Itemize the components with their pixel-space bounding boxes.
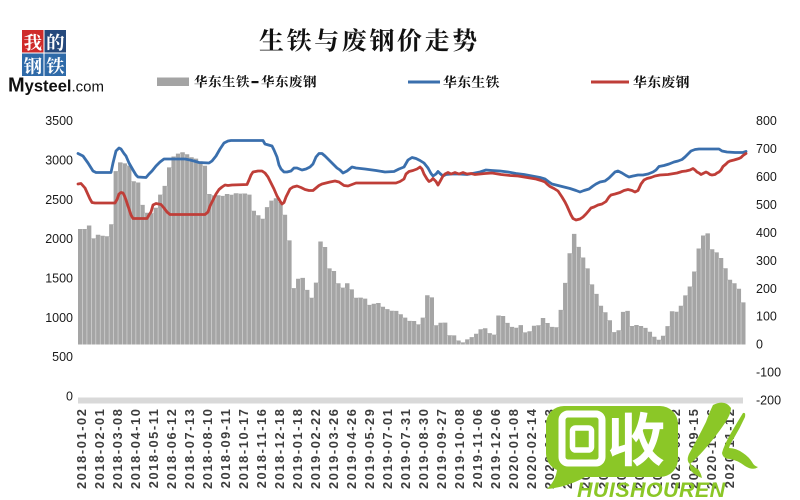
svg-text:2500: 2500: [45, 193, 73, 207]
svg-text:800: 800: [756, 114, 777, 128]
svg-text:1000: 1000: [45, 311, 73, 325]
svg-text:-200: -200: [756, 394, 781, 408]
svg-text:2018-08-10: 2018-08-10: [200, 408, 215, 489]
svg-text:2020-02-14: 2020-02-14: [524, 408, 539, 489]
svg-text:400: 400: [756, 226, 777, 240]
svg-text:500: 500: [756, 198, 777, 212]
svg-text:2018-11-16: 2018-11-16: [254, 408, 269, 489]
svg-text:2019-07-01: 2019-07-01: [380, 408, 395, 489]
svg-text:500: 500: [52, 350, 73, 364]
svg-text:2019-12-06: 2019-12-06: [488, 408, 503, 489]
svg-text:2019-10-08: 2019-10-08: [452, 408, 467, 489]
svg-text:100: 100: [756, 310, 777, 324]
svg-text:2019-01-18: 2019-01-18: [290, 408, 305, 489]
svg-text:HUISHOUREN: HUISHOUREN: [577, 478, 726, 500]
svg-text:2000: 2000: [45, 232, 73, 246]
svg-text:2018-04-10: 2018-04-10: [128, 408, 143, 489]
svg-text:2019-02-22: 2019-02-22: [308, 408, 323, 489]
svg-text:2018-09-11: 2018-09-11: [218, 408, 233, 489]
svg-text:1500: 1500: [45, 272, 73, 286]
svg-text:2019-05-29: 2019-05-29: [362, 408, 377, 489]
svg-text:200: 200: [756, 282, 777, 296]
svg-text:2020-11-12: 2020-11-12: [722, 408, 737, 489]
svg-text:300: 300: [756, 254, 777, 268]
svg-text:2019-07-31: 2019-07-31: [398, 408, 413, 489]
svg-text:2018-10-17: 2018-10-17: [236, 408, 251, 489]
svg-text:2018-03-08: 2018-03-08: [110, 408, 125, 489]
svg-text:2018-01-02: 2018-01-02: [74, 408, 89, 489]
svg-text:2018-07-13: 2018-07-13: [182, 408, 197, 489]
svg-text:2018-02-01: 2018-02-01: [92, 408, 107, 489]
svg-text:0: 0: [756, 338, 763, 352]
svg-text:2019-04-26: 2019-04-26: [344, 408, 359, 489]
svg-text:2019-09-27: 2019-09-27: [434, 408, 449, 489]
svg-text:2018-06-12: 2018-06-12: [164, 408, 179, 489]
svg-text:3500: 3500: [45, 114, 73, 128]
svg-text:0: 0: [66, 390, 73, 404]
svg-text:Mysteel.com: Mysteel.com: [8, 75, 104, 97]
svg-text:600: 600: [756, 170, 777, 184]
svg-text:2020-01-08: 2020-01-08: [506, 408, 521, 489]
svg-text:700: 700: [756, 142, 777, 156]
svg-text:2019-03-26: 2019-03-26: [326, 408, 341, 489]
svg-text:2019-08-30: 2019-08-30: [416, 408, 431, 489]
svg-text:-100: -100: [756, 366, 781, 380]
svg-text:2018-12-18: 2018-12-18: [272, 408, 287, 489]
svg-text:3000: 3000: [45, 154, 73, 168]
svg-text:2018-05-11: 2018-05-11: [146, 408, 161, 489]
svg-text:2019-11-06: 2019-11-06: [470, 408, 485, 489]
